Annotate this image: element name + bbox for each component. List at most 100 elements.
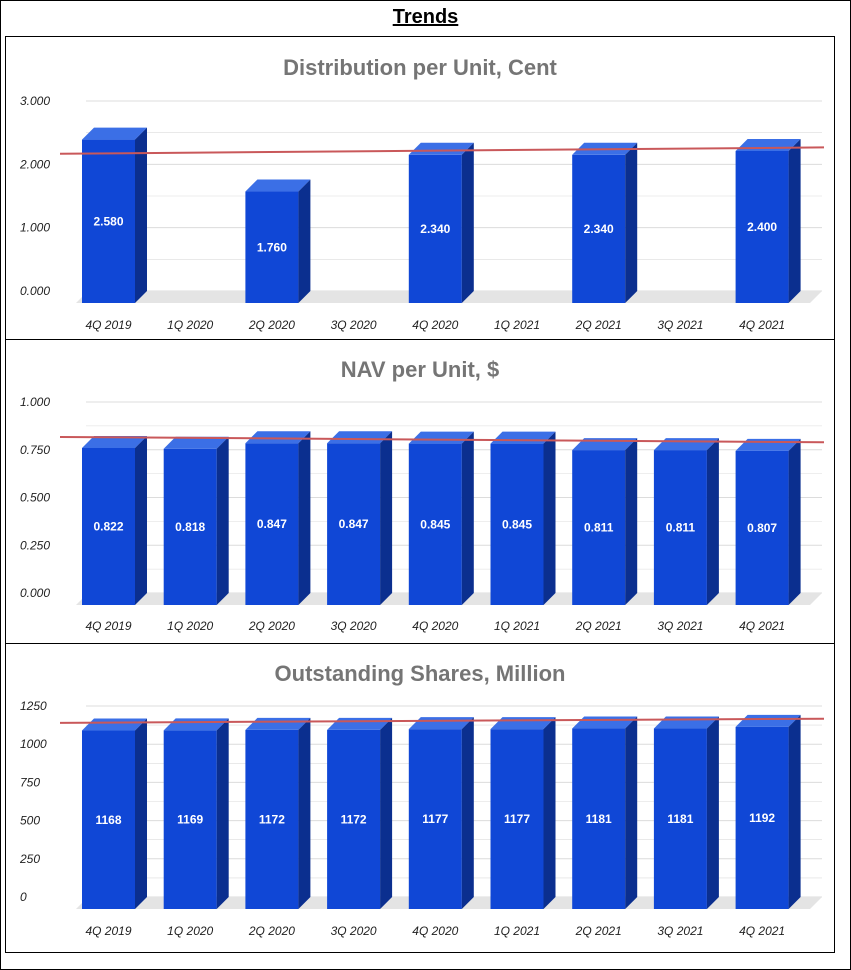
x-tick-label: 4Q 2019 (85, 318, 131, 332)
bar-side (380, 431, 393, 605)
bar-side (380, 717, 393, 909)
bar-1q-2021[interactable] (490, 729, 544, 909)
x-tick-label: 2Q 2020 (248, 318, 295, 332)
x-tick-label: 4Q 2021 (739, 924, 785, 938)
data-label: 1192 (749, 811, 775, 825)
y-tick-label: 500 (20, 814, 40, 828)
y-tick-label: 3.000 (20, 94, 50, 108)
x-tick-label: 2Q 2020 (248, 619, 295, 633)
x-tick-label: 3Q 2020 (331, 318, 377, 332)
y-tick-label: 0.500 (20, 491, 50, 505)
trend-line (59, 717, 825, 724)
x-tick-label: 1Q 2021 (494, 619, 540, 633)
trend-line (59, 435, 825, 444)
data-label: 1169 (177, 813, 203, 827)
bar-4q-2020[interactable] (408, 443, 462, 605)
y-tick-label: 0.750 (20, 443, 50, 457)
y-tick-label: 2.000 (19, 157, 50, 171)
chart-nav: NAV per Unit, $ 0.000 0.250 0.500 0.750 1.000… (20, 357, 825, 633)
y-tick-label: 750 (20, 775, 40, 789)
bar-4q-2020[interactable] (408, 729, 462, 909)
data-label: 2.340 (584, 222, 614, 236)
bar-1q-2020[interactable] (163, 730, 217, 909)
x-tick-label: 2Q 2020 (248, 924, 295, 938)
bar-4q-2019[interactable] (82, 730, 135, 909)
chart-distribution: Distribution per Unit, Cent 0.000 1.000 2.0… (19, 55, 825, 332)
data-label: 2.400 (747, 220, 777, 234)
bar-side (461, 717, 474, 909)
data-label: 0.845 (502, 517, 532, 531)
bar-4q-2021[interactable] (735, 450, 789, 605)
data-label: 1168 (95, 813, 121, 827)
data-label: 2.340 (420, 222, 450, 236)
bar-top (82, 127, 147, 140)
bar-side (625, 142, 638, 303)
bar-side (788, 714, 801, 909)
bar-3q-2021[interactable] (653, 728, 707, 909)
bar-side (461, 142, 474, 303)
bar-side (135, 718, 147, 909)
bar-3q-2020[interactable] (327, 729, 381, 909)
bar-side (216, 436, 229, 605)
x-tick-label: 2Q 2021 (575, 924, 622, 938)
bar-2q-2021[interactable] (572, 728, 626, 909)
bar-2q-2020[interactable] (245, 191, 299, 303)
bar-top (735, 714, 801, 727)
data-label: 0.822 (93, 519, 123, 533)
data-label: 0.811 (584, 521, 614, 535)
x-tick-label: 4Q 2020 (412, 924, 458, 938)
bar-4q-2021[interactable] (735, 726, 789, 909)
data-label: 0.847 (257, 517, 287, 531)
data-label: 0.807 (747, 521, 777, 535)
bar-side (298, 179, 311, 303)
y-tick-label: 0.000 (20, 284, 50, 298)
data-label: 1181 (586, 812, 612, 826)
bar-4q-2020[interactable] (408, 154, 462, 303)
bar-side (706, 438, 719, 605)
bar-top (82, 435, 147, 448)
chart-panel-shares: Outstanding Shares, Million 0 250 500 750 100… (5, 643, 835, 953)
bar-4q-2019[interactable] (82, 447, 135, 605)
bar-side (461, 431, 474, 605)
y-tick-label: 1.000 (20, 395, 50, 409)
bar-side (543, 717, 556, 909)
bar-side (298, 431, 311, 605)
page-title: Trends (392, 6, 459, 28)
bar-side (788, 438, 801, 605)
bar-2q-2021[interactable] (572, 154, 626, 303)
y-tick-label: 1250 (20, 699, 47, 713)
bar-top (408, 142, 474, 155)
bar-side (216, 718, 229, 909)
bar-side (625, 716, 638, 909)
bar-3q-2020[interactable] (327, 443, 381, 605)
data-label: 1172 (341, 812, 367, 826)
y-tick-label: 1.000 (20, 221, 50, 235)
y-tick-label: 250 (19, 852, 40, 866)
data-label: 1.760 (257, 240, 287, 254)
bar-side (135, 127, 147, 303)
data-label: 1181 (667, 812, 693, 826)
x-tick-label: 3Q 2021 (657, 619, 703, 633)
x-tick-label: 4Q 2021 (739, 619, 785, 633)
bar-side (788, 139, 801, 303)
data-label: 0.845 (420, 517, 450, 531)
bar-3q-2021[interactable] (653, 450, 707, 605)
bar-4q-2019[interactable] (82, 139, 135, 303)
bar-2q-2021[interactable] (572, 450, 626, 605)
bar-4q-2021[interactable] (735, 151, 789, 303)
bar-side (298, 717, 311, 909)
x-tick-label: 2Q 2021 (575, 318, 622, 332)
data-label: 0.811 (666, 521, 696, 535)
trend-line (59, 146, 825, 155)
bar-top (245, 179, 311, 192)
bar-2q-2020[interactable] (245, 729, 299, 909)
chart-shares: Outstanding Shares, Million 0 250 500 750 100… (19, 661, 825, 938)
data-label: 1177 (422, 812, 448, 826)
bar-top (327, 431, 393, 444)
data-label: 0.818 (175, 520, 205, 534)
bar-1q-2020[interactable] (163, 448, 217, 605)
chart-title: Outstanding Shares, Million (275, 661, 566, 686)
bar-2q-2020[interactable] (245, 443, 299, 605)
bar-1q-2021[interactable] (490, 443, 544, 605)
x-tick-label: 1Q 2020 (167, 619, 213, 633)
